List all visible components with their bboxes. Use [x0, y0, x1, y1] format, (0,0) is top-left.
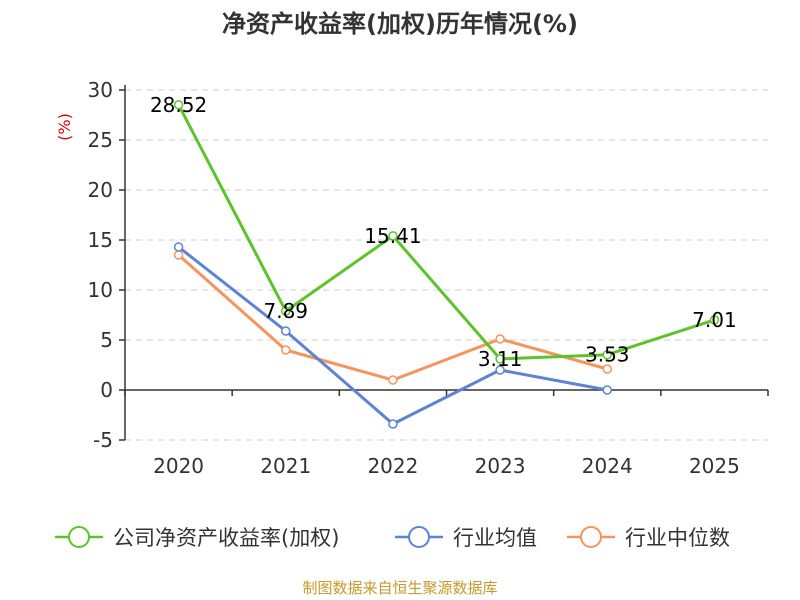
- y-tick-label: 30: [88, 78, 113, 102]
- source-note: 制图数据来自恒生聚源数据库: [302, 579, 497, 597]
- series-lines: [173, 100, 720, 429]
- data-point-s0-2021: [281, 306, 291, 316]
- y-tick-label: 5: [100, 328, 113, 352]
- series-line-0: [177, 104, 715, 361]
- data-point-s0-2024: [602, 349, 612, 360]
- data-point-s2-2021: [281, 345, 291, 355]
- data-point-s2-2020: [173, 250, 184, 260]
- legend-label: 行业均值: [453, 526, 537, 550]
- axes: 30 25 20 15 10 5 0 -5 2020 2021 2022 2023 2024 2025: [88, 78, 769, 478]
- data-label-2025: 7.01: [692, 308, 737, 332]
- y-tick-label: 10: [88, 278, 113, 302]
- legend-marker: [408, 526, 430, 548]
- legend-marker: [580, 526, 602, 548]
- data-point-s1-2022: [388, 419, 398, 429]
- y-tick-label: 15: [88, 228, 113, 252]
- data-point-s1-2021: [281, 326, 291, 336]
- y-tick-label: -5: [93, 428, 113, 452]
- x-tick-label-2024: 2024: [582, 454, 633, 478]
- legend-label: 行业中位数: [625, 526, 730, 550]
- legend-label: 公司净资产收益率(加权): [113, 526, 339, 550]
- data-point-s0-2025: [709, 315, 720, 325]
- data-point-s0-2023: [495, 354, 505, 364]
- series-line-1: [177, 245, 608, 426]
- y-axis-label: (%): [55, 113, 74, 141]
- data-point-s1-2020: [173, 242, 184, 252]
- data-label-2023: 3.11: [478, 347, 523, 371]
- legend-item-0: 公司净资产收益率(加权): [55, 526, 339, 550]
- x-tick-label-2023: 2023: [475, 454, 526, 478]
- data-point-s1-2024: [602, 385, 612, 395]
- data-label-2022: 15.41: [364, 224, 421, 248]
- x-tick-label-2021: 2021: [260, 454, 311, 478]
- series-line-2: [177, 253, 608, 382]
- legend-marker: [68, 526, 90, 548]
- legend-item-2: 行业中位数: [567, 526, 730, 550]
- x-tick-label-2022: 2022: [367, 454, 418, 478]
- y-tick-label: 25: [88, 128, 113, 152]
- y-tick-label: 0: [100, 378, 113, 402]
- chart-title: 净资产收益率(加权)历年情况(%): [222, 10, 578, 38]
- x-tick-label-2020: 2020: [153, 454, 204, 478]
- legend: 公司净资产收益率(加权) 行业均值 行业中位数: [55, 526, 730, 550]
- data-point-s2-2022: [388, 375, 398, 385]
- x-tick-label-2025: 2025: [689, 454, 740, 478]
- data-point-s0-2020: [173, 100, 184, 110]
- y-tick-label: 20: [88, 178, 113, 202]
- grid-lines: [125, 89, 768, 441]
- data-label-2020: 28.52: [150, 93, 207, 117]
- data-point-s2-2024: [602, 364, 612, 374]
- legend-item-1: 行业均值: [395, 526, 537, 550]
- data-label-2021: 7.89: [263, 299, 308, 323]
- data-point-s0-2022: [388, 231, 398, 241]
- data-label-2024: 3.53: [585, 343, 630, 367]
- data-labels: 28.52 7.89 15.41 3.11 3.53 7.01: [150, 93, 737, 371]
- data-point-s2-2023: [495, 334, 505, 344]
- data-point-s1-2023: [495, 365, 505, 375]
